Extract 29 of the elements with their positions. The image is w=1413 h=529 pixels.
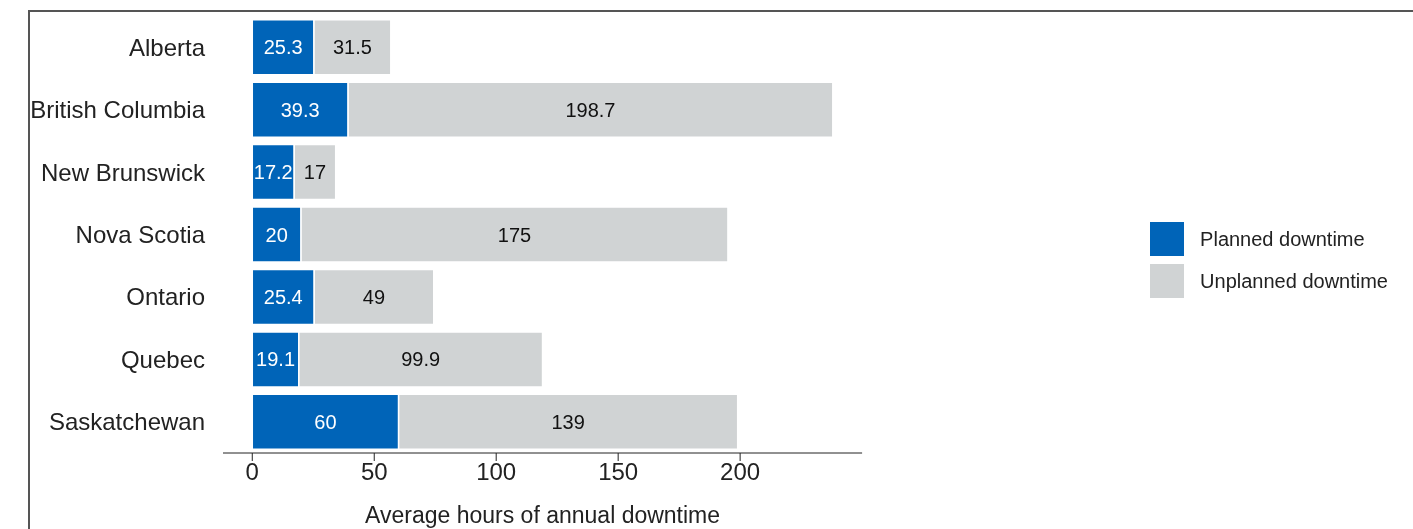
y-tick-label: British Columbia [30,96,206,124]
data-label: 25.4 [263,286,303,309]
x-axis-title: Average hours of annual downtime [365,502,721,528]
data-label: 198.7 [565,98,616,121]
legend-label: Unplanned downtime [1200,269,1388,293]
y-tick-label: New Brunswick [40,158,206,186]
y-tick-label: Nova Scotia [75,221,206,249]
y-tick-label: Quebec [120,345,205,373]
data-label: 39.3 [280,98,320,121]
data-label: 49 [362,286,386,309]
y-tick-label: Ontario [126,283,205,311]
data-label: 175 [497,223,532,246]
x-tick-label: 150 [598,458,639,486]
data-label: 19.1 [256,348,296,371]
y-tick-label: Saskatchewan [48,408,205,436]
data-label: 25.3 [263,36,303,59]
data-label: 20 [265,223,288,246]
x-tick-label: 0 [245,458,259,486]
x-tick-label: 100 [476,458,517,486]
data-label: 17 [303,161,327,184]
y-tick-label: Alberta [128,33,206,61]
data-label: 31.5 [332,36,372,59]
legend-label: Planned downtime [1200,227,1365,251]
x-tick-label: 200 [720,458,761,486]
data-label: 99.9 [401,348,441,371]
data-label: 60 [314,410,337,433]
x-tick-label: 50 [360,458,388,486]
data-label: 17.2 [253,161,293,184]
data-label: 139 [551,410,585,433]
